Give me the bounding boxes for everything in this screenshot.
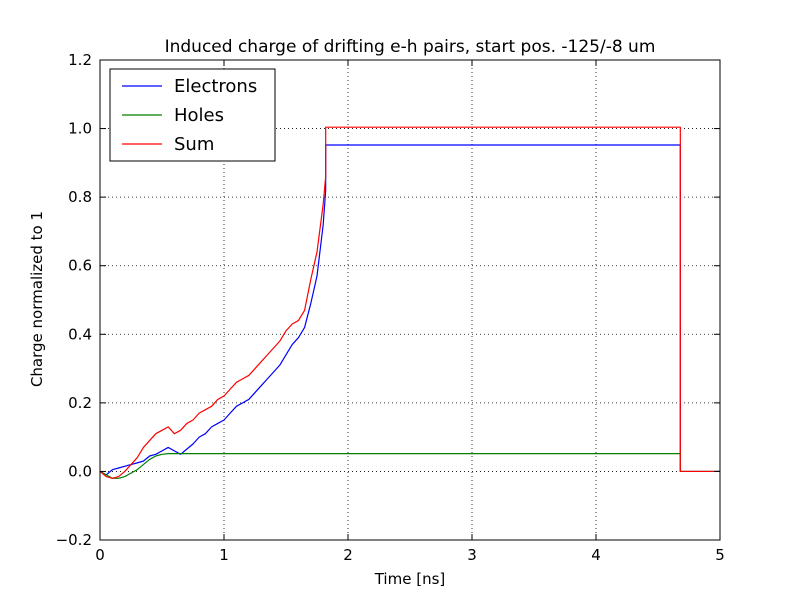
x-tick-label: 3	[467, 546, 477, 564]
y-tick-label: 0.4	[68, 325, 92, 343]
x-tick-label: 0	[95, 546, 105, 564]
x-tick-label: 2	[343, 546, 353, 564]
legend-label-sum: Sum	[174, 134, 214, 155]
series-layer	[99, 126, 720, 479]
y-tick-label: 0.2	[68, 394, 92, 412]
plot-area-frame	[99, 59, 721, 541]
series-line-electrons	[99, 144, 720, 476]
legend-label-electrons: Electrons	[174, 76, 257, 97]
y-tick-label: 1.2	[68, 51, 92, 69]
legend-label-holes: Holes	[174, 105, 224, 126]
chart-title: Induced charge of drifting e-h pairs, st…	[165, 37, 656, 57]
x-tick-label: 4	[591, 546, 601, 564]
y-tick-label: 0.8	[68, 188, 92, 206]
x-axis-label: Time [ns]	[374, 570, 446, 588]
series-line-sum	[99, 126, 720, 479]
y-tick-label: 0.6	[68, 257, 92, 275]
y-axis-label: Charge normalized to 1	[28, 211, 46, 387]
y-tick-label: 1.0	[68, 120, 92, 138]
legend: Electrons Holes Sum	[109, 68, 276, 162]
x-tick-label: 1	[219, 546, 229, 564]
tick-layer: 0 1 2 3 4 5 −0.2 0.0 0.2 0.4 0.6 0.8 1.0 1.2	[56, 51, 725, 564]
x-tick-label: 5	[715, 546, 725, 564]
y-tick-label: 0.0	[68, 462, 92, 480]
y-tick-label: −0.2	[56, 531, 92, 549]
